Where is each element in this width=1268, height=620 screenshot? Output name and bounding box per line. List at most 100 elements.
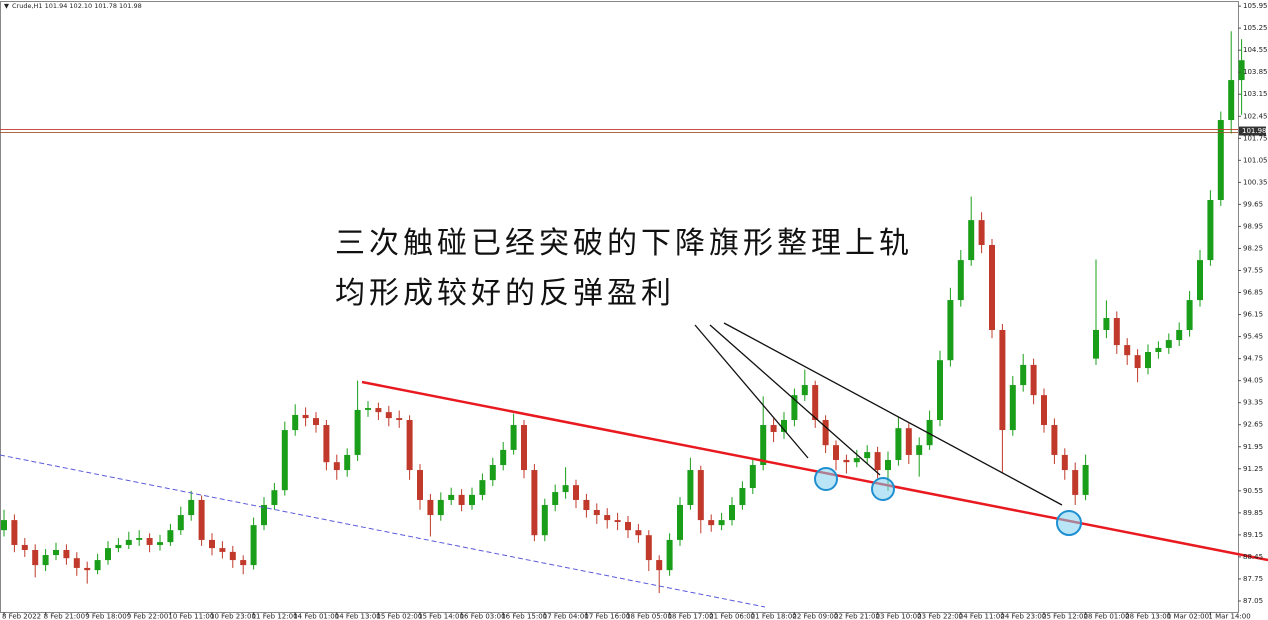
candle-body xyxy=(916,445,923,455)
candle-body xyxy=(541,504,548,536)
candle-body xyxy=(645,535,652,561)
x-tick-label: 23 Feb 10:00 xyxy=(876,613,922,620)
y-tick-label: 97.55 xyxy=(1243,266,1263,274)
candle-body xyxy=(437,499,444,516)
candle-body xyxy=(1020,364,1027,386)
candle-body xyxy=(718,520,725,526)
candle-body xyxy=(1145,352,1151,369)
candle-body xyxy=(801,385,808,396)
candle-body xyxy=(417,470,423,500)
candle-body xyxy=(614,520,621,522)
y-tick-label: 90.55 xyxy=(1243,487,1263,495)
candle-body xyxy=(1041,395,1047,426)
candle-body xyxy=(1,520,7,531)
candle-body xyxy=(344,454,351,471)
candle-body xyxy=(531,470,538,536)
candle-body xyxy=(552,492,559,505)
candle-body xyxy=(292,414,299,431)
x-tick-label: 15 Feb 02:00 xyxy=(376,613,422,620)
pointer-line xyxy=(723,322,1063,506)
y-tick-label: 91.95 xyxy=(1243,443,1263,451)
candle-body xyxy=(708,520,715,526)
y-tick-label: 104.55 xyxy=(1243,46,1268,54)
y-tick-label: 101.05 xyxy=(1243,156,1268,164)
x-tick-label: 22 Feb 09:00 xyxy=(792,613,838,620)
x-tick-label: 18 Feb 05:00 xyxy=(626,613,672,620)
candle-body xyxy=(63,549,70,559)
candle-body xyxy=(209,539,215,549)
candle-body xyxy=(937,360,943,420)
candle-body xyxy=(375,408,382,413)
candle-body xyxy=(11,520,18,545)
candle-body xyxy=(198,499,205,540)
touch-marker xyxy=(1056,510,1082,536)
candle-body xyxy=(1061,454,1068,471)
y-tick-label: 98.95 xyxy=(1243,222,1263,230)
y-tick-label: 103.15 xyxy=(1243,90,1268,98)
candle-body xyxy=(1093,329,1099,359)
candle-body xyxy=(999,329,1006,431)
candle-body xyxy=(365,408,371,410)
x-tick-label: 17 Feb 16:00 xyxy=(584,613,630,620)
x-tick-label: 17 Feb 04:00 xyxy=(543,613,589,620)
candle-body xyxy=(521,425,527,471)
candle-body xyxy=(240,560,247,566)
y-tick-label: 87.05 xyxy=(1243,597,1263,605)
x-tick-label: 10 Feb 23:00 xyxy=(210,613,256,620)
candle-body xyxy=(219,548,226,552)
candle-body xyxy=(250,525,257,566)
candle-body xyxy=(687,470,694,505)
candle-body xyxy=(874,452,881,471)
candle-body xyxy=(427,499,434,516)
y-tick-label: 95.45 xyxy=(1243,333,1263,341)
candle-body xyxy=(21,544,28,550)
candle-body xyxy=(448,494,455,500)
price-label: 101.98 xyxy=(1242,127,1267,135)
x-tick-label: 24 Feb 11:00 xyxy=(959,613,1005,620)
candle-body xyxy=(1186,300,1193,330)
candle-body xyxy=(500,449,507,466)
y-tick-label: 103.85 xyxy=(1243,68,1268,76)
candle-body xyxy=(989,244,995,330)
candle-body xyxy=(157,542,163,545)
y-tick-label: 94.05 xyxy=(1243,377,1263,385)
candle-body xyxy=(760,425,767,466)
candle-body xyxy=(406,419,413,471)
x-tick-label: 9 Feb 22:00 xyxy=(127,613,168,620)
y-tick-label: 105.25 xyxy=(1243,24,1268,32)
header-arrow: ▼ xyxy=(4,2,9,10)
x-tick-label: 14 Feb 13:00 xyxy=(335,613,381,620)
x-tick-label: 21 Feb 06:00 xyxy=(709,613,755,620)
candle-body xyxy=(812,385,819,420)
x-tick-label: 16 Feb 03:00 xyxy=(460,613,506,620)
candle-body xyxy=(302,414,309,419)
candle-body xyxy=(458,494,465,505)
candle-body xyxy=(739,487,746,505)
y-tick-label: 93.35 xyxy=(1243,399,1263,407)
candle-body xyxy=(573,485,579,500)
candle-body xyxy=(136,538,143,540)
candle-body xyxy=(1238,60,1245,81)
candle-body xyxy=(770,425,777,432)
y-tick-label: 105.95 xyxy=(1243,2,1268,10)
y-tick-label: 102.45 xyxy=(1243,112,1268,120)
candle-body xyxy=(833,445,839,460)
candle-body xyxy=(105,548,111,561)
x-tick-label: 21 Feb 18:00 xyxy=(751,613,797,620)
candle-body xyxy=(1207,199,1214,261)
y-tick-label: 88.45 xyxy=(1243,553,1263,561)
x-tick-label: 16 Feb 15:00 xyxy=(501,613,547,620)
candle-body xyxy=(1155,347,1162,353)
y-tick-label: 100.35 xyxy=(1243,178,1268,186)
candle-body xyxy=(968,220,975,261)
candle-body xyxy=(625,521,631,531)
candle-body xyxy=(469,494,475,505)
candle-body xyxy=(281,430,288,491)
y-tick-label: 89.85 xyxy=(1243,509,1263,517)
candle-body xyxy=(1051,425,1058,455)
candle-body xyxy=(115,544,122,549)
candle-body xyxy=(385,412,392,419)
candle-body xyxy=(957,260,964,301)
candle-body xyxy=(947,300,954,361)
